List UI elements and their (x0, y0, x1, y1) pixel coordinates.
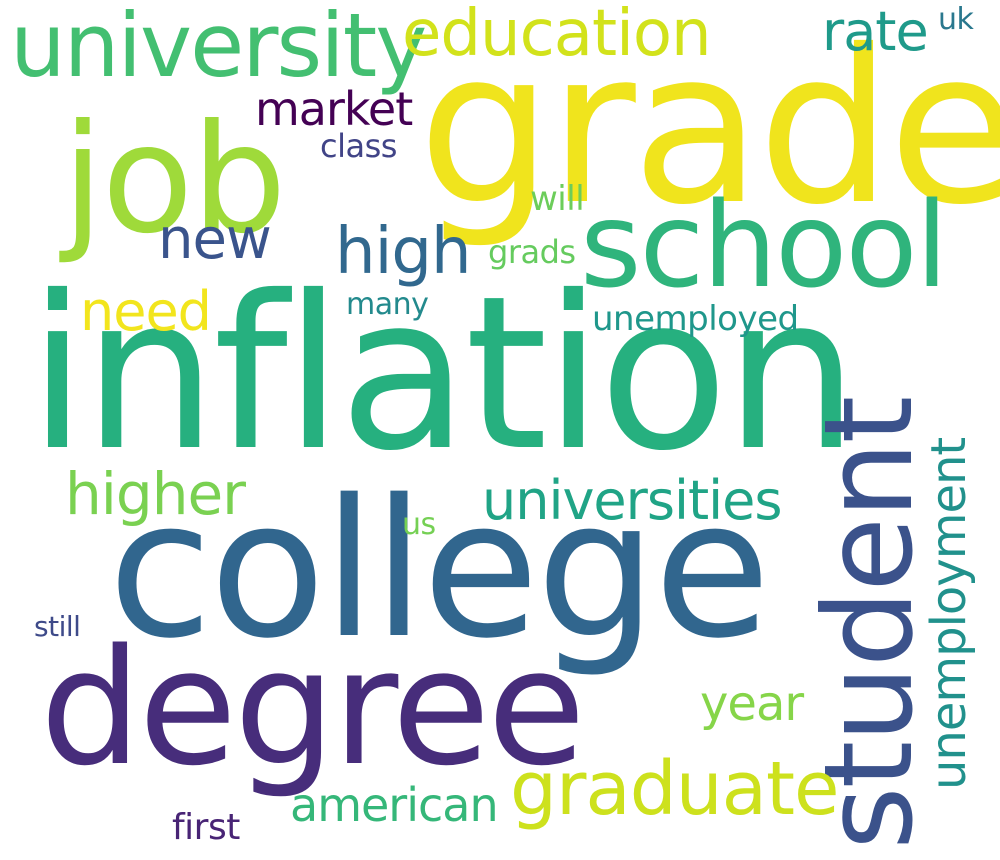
word-inflation: inflation (28, 250, 859, 497)
word-american: american (290, 778, 499, 832)
word-education: education (402, 0, 712, 71)
word-new: new (158, 207, 272, 272)
word-job: job (62, 93, 287, 267)
word-degree: degree (40, 614, 586, 801)
word-first: first (172, 807, 240, 848)
word-school: school (580, 176, 948, 314)
word-grade: grade (418, 4, 1000, 251)
word-market: market (255, 82, 413, 136)
word-grads: grads (488, 233, 576, 271)
word-university: university (10, 0, 427, 97)
word-graduate: graduate (510, 746, 840, 832)
word-year: year (700, 676, 804, 732)
word-unemployed: unemployed (592, 299, 799, 339)
word-need: need (80, 280, 212, 343)
word-rate: rate (822, 0, 929, 63)
word-will: will (530, 179, 585, 219)
word-many: many (346, 287, 429, 322)
word-still: still (34, 610, 81, 643)
word-universities: universities (482, 469, 783, 532)
word-high: high (335, 215, 472, 289)
word-uk: uk (938, 2, 974, 37)
word-college: college (108, 459, 771, 680)
word-unemployment: unemployment (921, 437, 977, 790)
word-higher: higher (65, 460, 246, 528)
word-class: class (320, 127, 397, 165)
word-us: us (402, 507, 436, 542)
